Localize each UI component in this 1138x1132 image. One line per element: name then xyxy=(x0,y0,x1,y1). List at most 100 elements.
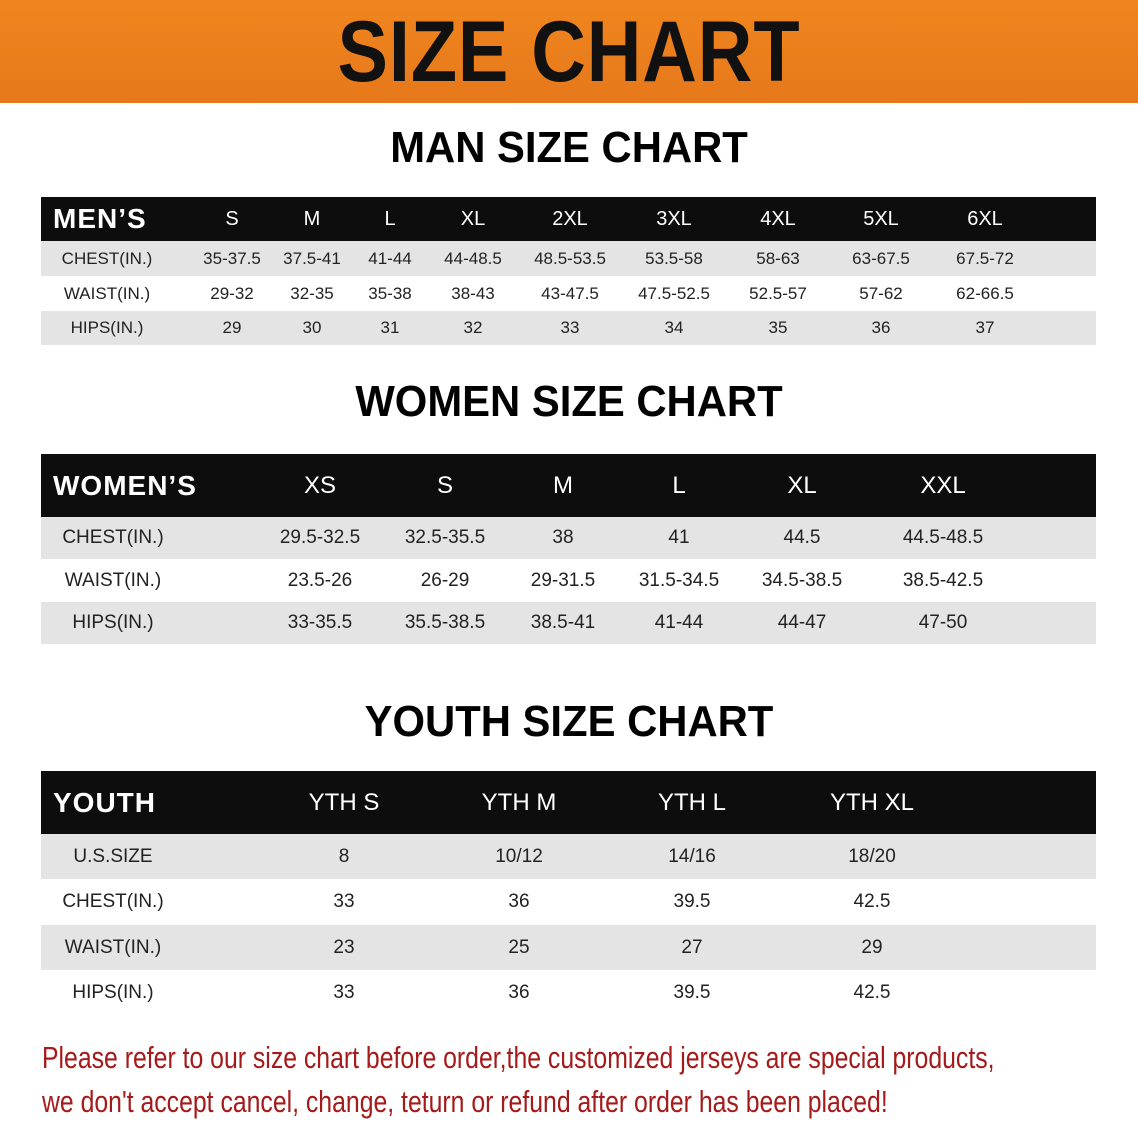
size-value: 31 xyxy=(380,318,400,337)
notice-line-2: we don't accept cancel, change, teturn o… xyxy=(42,1084,888,1119)
size-header: 4XL xyxy=(760,207,796,230)
size-value: 32.5-35.5 xyxy=(404,527,486,548)
size-value: 42.5 xyxy=(853,891,891,912)
size-value: 38.5-41 xyxy=(530,612,596,633)
size-value: 39.5 xyxy=(673,891,711,912)
youth-section-title: YOUTH SIZE CHART xyxy=(364,697,774,746)
header-label: WOMEN’S xyxy=(53,469,197,501)
size-value: 38-43 xyxy=(451,283,495,303)
table-row: U.S.SIZE 8 10/12 14/16 18/20 xyxy=(41,834,1096,879)
size-value: 32 xyxy=(463,318,483,337)
size-value: 31.5-34.5 xyxy=(638,569,720,591)
size-value: 26-29 xyxy=(420,569,470,591)
size-header: 6XL xyxy=(967,207,1003,230)
size-value: 18/20 xyxy=(848,845,896,867)
row-label: CHEST(IN.) xyxy=(62,527,164,548)
size-value: 52.5-57 xyxy=(749,283,807,303)
size-header: 5XL xyxy=(863,207,899,230)
table-row: CHEST(IN.) 35-37.5 37.5-41 41-44 44-48.5 48.5… xyxy=(41,241,1096,276)
row-label: HIPS(IN.) xyxy=(70,318,144,337)
size-value: 62-66.5 xyxy=(956,283,1014,303)
row-label: HIPS(IN.) xyxy=(72,981,154,1003)
size-value: 35.5-38.5 xyxy=(404,612,486,633)
size-value: 8 xyxy=(338,845,350,867)
size-value: 33 xyxy=(560,318,580,337)
size-value: 27 xyxy=(681,936,703,958)
women-section-title: WOMEN SIZE CHART xyxy=(355,377,783,426)
men-header-row: MEN’S S M L XL 2XL 3XL 4XL 5XL 6XL xyxy=(41,197,1096,241)
size-header: L xyxy=(384,207,396,230)
size-value: 29 xyxy=(861,936,883,958)
size-header: S xyxy=(225,207,239,230)
size-header: YTH M xyxy=(481,788,557,816)
size-header: YTH L xyxy=(657,788,727,816)
size-header: 3XL xyxy=(656,207,692,230)
table-row: CHEST(IN.) 33 36 39.5 42.5 xyxy=(41,879,1096,925)
size-header: M xyxy=(553,471,573,499)
size-value: 33 xyxy=(333,891,355,912)
header-label: MEN’S xyxy=(53,203,147,234)
table-row: WAIST(IN.) 23.5-26 26-29 29-31.5 31.5-34.5 34… xyxy=(41,559,1096,602)
size-value: 41-44 xyxy=(654,612,704,633)
size-value: 36 xyxy=(508,981,530,1003)
banner-title: SIZE CHART xyxy=(337,4,801,100)
size-value: 39.5 xyxy=(673,981,711,1003)
size-value: 48.5-53.5 xyxy=(534,248,606,268)
size-value: 36 xyxy=(508,891,530,912)
size-value: 58-63 xyxy=(756,248,800,268)
size-value: 44.5 xyxy=(783,527,821,548)
size-value: 44-47 xyxy=(777,612,827,633)
men-section-title: MAN SIZE CHART xyxy=(390,123,748,172)
size-value: 38 xyxy=(552,527,574,548)
size-value: 33-35.5 xyxy=(287,612,353,633)
table-row: HIPS(IN.) 29 30 31 32 33 34 35 36 37 xyxy=(41,311,1096,345)
women-header-row: WOMEN’S XS S M L XL XXL xyxy=(41,454,1096,517)
size-header: S xyxy=(436,471,454,499)
header-label: YOUTH xyxy=(53,786,156,818)
size-value: 35 xyxy=(768,318,788,337)
size-value: 10/12 xyxy=(495,845,543,867)
size-value: 37 xyxy=(975,318,995,337)
size-value: 63-67.5 xyxy=(852,248,910,268)
table-row: HIPS(IN.) 33-35.5 35.5-38.5 38.5-41 41-44 44-… xyxy=(41,602,1096,644)
size-value: 33 xyxy=(333,981,355,1003)
size-value: 44.5-48.5 xyxy=(902,527,984,548)
size-value: 36 xyxy=(871,318,891,337)
row-label: CHEST(IN.) xyxy=(61,248,153,268)
table-row: WAIST(IN.) 29-32 32-35 35-38 38-43 43-47.5 47.… xyxy=(41,276,1096,311)
size-header: XXL xyxy=(920,471,966,499)
size-header: XS xyxy=(303,471,337,499)
size-value: 29 xyxy=(222,318,242,337)
size-value: 37.5-41 xyxy=(283,248,341,268)
size-header: M xyxy=(303,207,321,230)
size-value: 30 xyxy=(302,318,322,337)
size-value: 25 xyxy=(508,936,530,958)
size-header: L xyxy=(672,471,686,499)
size-value: 47.5-52.5 xyxy=(638,283,710,303)
notice-line-1: Please refer to our size chart before or… xyxy=(42,1040,995,1075)
size-value: 43-47.5 xyxy=(541,283,599,303)
row-label: WAIST(IN.) xyxy=(64,569,162,591)
table-row: CHEST(IN.) 29.5-32.5 32.5-35.5 38 41 44.5 44.5… xyxy=(41,517,1096,559)
row-label: CHEST(IN.) xyxy=(62,891,164,912)
row-label: HIPS(IN.) xyxy=(72,612,154,633)
size-value: 41-44 xyxy=(368,248,412,268)
size-header: YTH XL xyxy=(829,788,915,816)
size-value: 35-38 xyxy=(368,283,412,303)
size-header: YTH S xyxy=(308,788,380,816)
size-value: 53.5-58 xyxy=(645,248,703,268)
table-row: HIPS(IN.) 33 36 39.5 42.5 xyxy=(41,970,1096,1015)
size-value: 42.5 xyxy=(853,981,891,1003)
row-label: WAIST(IN.) xyxy=(63,283,151,303)
size-value: 57-62 xyxy=(859,283,903,303)
size-value: 29.5-32.5 xyxy=(279,527,361,548)
size-value: 41 xyxy=(668,527,690,548)
size-header: 2XL xyxy=(552,207,588,230)
youth-header-row: YOUTH YTH S YTH M YTH L YTH XL xyxy=(41,771,1096,834)
size-value: 14/16 xyxy=(668,845,716,867)
size-value: 34.5-38.5 xyxy=(761,569,843,591)
banner: SIZE CHART xyxy=(0,0,1138,103)
size-value: 67.5-72 xyxy=(956,248,1014,268)
row-label: WAIST(IN.) xyxy=(64,936,162,958)
row-label: U.S.SIZE xyxy=(73,845,153,867)
